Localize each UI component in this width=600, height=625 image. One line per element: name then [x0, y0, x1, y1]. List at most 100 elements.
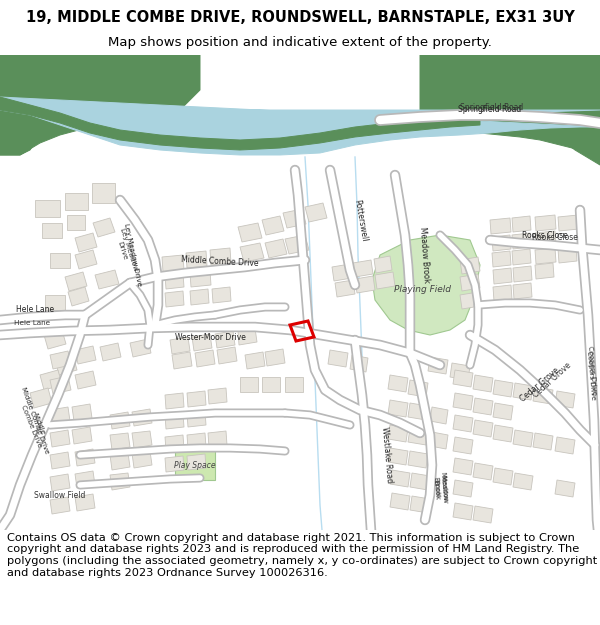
Polygon shape: [165, 435, 184, 451]
Polygon shape: [388, 400, 408, 417]
Polygon shape: [265, 239, 287, 258]
Polygon shape: [513, 283, 532, 299]
Polygon shape: [353, 260, 373, 277]
Polygon shape: [75, 371, 96, 389]
Polygon shape: [65, 193, 88, 210]
Polygon shape: [50, 497, 70, 514]
Polygon shape: [493, 468, 513, 485]
Polygon shape: [328, 350, 348, 367]
Polygon shape: [42, 223, 62, 238]
Text: Rooks Close: Rooks Close: [532, 234, 578, 242]
Text: Hele Lane: Hele Lane: [16, 306, 54, 314]
Polygon shape: [388, 448, 408, 465]
Polygon shape: [555, 437, 575, 454]
Polygon shape: [355, 276, 375, 293]
Polygon shape: [473, 506, 493, 523]
Text: Contains OS data © Crown copyright and database right 2021. This information is : Contains OS data © Crown copyright and d…: [7, 533, 598, 578]
Polygon shape: [453, 415, 473, 432]
Polygon shape: [110, 412, 130, 429]
Polygon shape: [408, 451, 428, 468]
Polygon shape: [493, 425, 513, 442]
Polygon shape: [513, 383, 533, 400]
Polygon shape: [388, 425, 408, 442]
Polygon shape: [490, 218, 511, 234]
Text: Meadow
Brook: Meadow Brook: [432, 472, 448, 502]
Polygon shape: [473, 420, 493, 437]
Polygon shape: [388, 375, 408, 392]
Polygon shape: [240, 243, 264, 262]
Polygon shape: [187, 433, 206, 449]
Polygon shape: [535, 215, 556, 231]
Text: Coopers Drive: Coopers Drive: [586, 350, 596, 400]
Polygon shape: [92, 183, 115, 203]
Polygon shape: [512, 233, 531, 249]
Polygon shape: [187, 454, 206, 470]
Polygon shape: [65, 272, 87, 291]
Text: Coopers Drive: Coopers Drive: [587, 345, 597, 395]
Text: Meadow
Brook: Meadow Brook: [432, 475, 448, 505]
Polygon shape: [283, 209, 306, 228]
Polygon shape: [110, 473, 130, 490]
Polygon shape: [110, 433, 130, 450]
Polygon shape: [190, 271, 211, 287]
Polygon shape: [130, 339, 151, 357]
Polygon shape: [240, 377, 258, 392]
Text: Swallow Field: Swallow Field: [34, 491, 86, 499]
Polygon shape: [533, 433, 553, 450]
Polygon shape: [350, 355, 368, 372]
Polygon shape: [68, 287, 89, 306]
Polygon shape: [50, 474, 70, 491]
Polygon shape: [195, 350, 215, 367]
Polygon shape: [558, 247, 577, 263]
Polygon shape: [493, 285, 512, 301]
Text: Potterswell: Potterswell: [352, 198, 368, 242]
Polygon shape: [50, 376, 71, 394]
Polygon shape: [165, 273, 184, 289]
Polygon shape: [473, 398, 493, 415]
Polygon shape: [285, 235, 309, 254]
Polygon shape: [493, 380, 513, 397]
Polygon shape: [545, 55, 600, 165]
Polygon shape: [245, 352, 265, 369]
Polygon shape: [187, 391, 206, 407]
Text: 19, MIDDLE COMBE DRIVE, ROUNDSWELL, BARNSTAPLE, EX31 3UY: 19, MIDDLE COMBE DRIVE, ROUNDSWELL, BARN…: [26, 10, 574, 25]
Text: Middle Combe Drive: Middle Combe Drive: [20, 386, 50, 454]
Polygon shape: [30, 388, 52, 408]
Polygon shape: [513, 473, 533, 490]
Text: Wester-Moor Drive: Wester-Moor Drive: [175, 332, 245, 341]
Polygon shape: [555, 480, 575, 497]
Polygon shape: [238, 328, 257, 345]
Polygon shape: [75, 346, 96, 364]
Polygon shape: [55, 355, 77, 375]
Polygon shape: [208, 431, 227, 447]
Text: Playing Field: Playing Field: [394, 286, 451, 294]
Polygon shape: [0, 55, 80, 155]
Polygon shape: [285, 377, 303, 392]
Polygon shape: [473, 375, 493, 392]
Text: Springfield Road: Springfield Road: [460, 103, 524, 112]
Polygon shape: [172, 352, 192, 369]
Polygon shape: [262, 377, 280, 392]
Polygon shape: [132, 451, 152, 468]
Polygon shape: [408, 403, 428, 420]
Polygon shape: [93, 218, 115, 237]
Polygon shape: [50, 430, 70, 447]
Polygon shape: [390, 493, 410, 510]
Polygon shape: [450, 363, 470, 380]
Polygon shape: [513, 430, 533, 447]
Polygon shape: [45, 295, 65, 310]
Text: Ley Meadow
Drive: Ley Meadow Drive: [112, 227, 138, 273]
Text: Cedar Grove: Cedar Grove: [531, 361, 573, 399]
Polygon shape: [453, 437, 473, 454]
Polygon shape: [170, 337, 190, 354]
Polygon shape: [187, 411, 206, 427]
Polygon shape: [453, 393, 473, 410]
Polygon shape: [186, 251, 207, 268]
Polygon shape: [67, 215, 85, 230]
Polygon shape: [75, 449, 95, 466]
Polygon shape: [0, 55, 200, 155]
Polygon shape: [75, 494, 95, 511]
Polygon shape: [132, 431, 152, 448]
Text: Play Space: Play Space: [174, 461, 216, 469]
Polygon shape: [0, 97, 480, 150]
